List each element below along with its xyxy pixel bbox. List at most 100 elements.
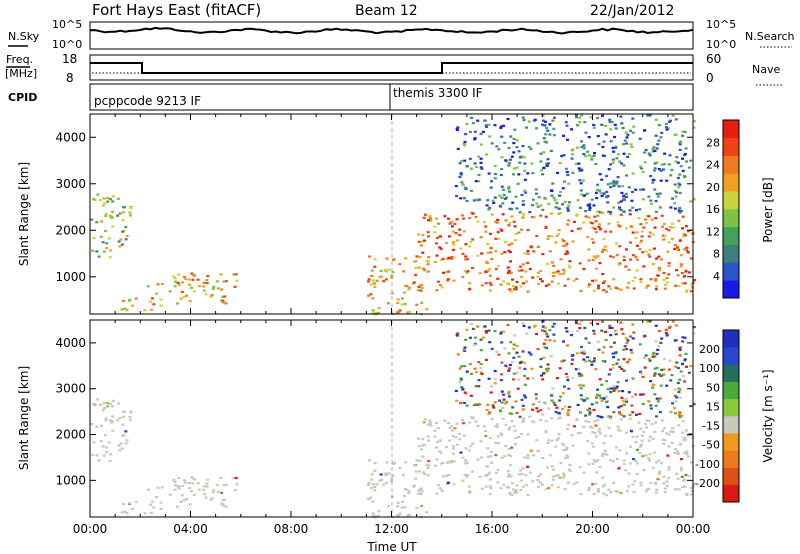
velocity-cell (623, 345, 627, 348)
power-cell (673, 207, 677, 210)
power-cell (520, 275, 524, 279)
velocity-cell (631, 435, 635, 438)
power-cell (474, 198, 478, 201)
power-cell (367, 278, 371, 281)
velocity-cell (206, 478, 210, 481)
velocity-colorbar-swatch (723, 347, 739, 365)
power-cell (483, 119, 487, 122)
power-cell (653, 167, 657, 170)
velocity-cell (470, 322, 474, 325)
velocity-cell (555, 439, 559, 442)
velocity-cell (594, 424, 598, 427)
power-cell (500, 252, 504, 255)
power-cell (662, 163, 666, 166)
power-cell (534, 188, 538, 191)
velocity-cell (487, 412, 491, 416)
velocity-cell (451, 452, 455, 455)
velocity-cell (129, 418, 132, 421)
velocity-cell (224, 505, 228, 508)
velocity-cell (484, 434, 488, 437)
velocity-cell (146, 488, 150, 491)
power-cell (669, 174, 673, 177)
power-cell (680, 272, 684, 275)
power-cell (522, 119, 526, 122)
power-cell (524, 280, 528, 283)
velocity-cell (657, 470, 661, 473)
power-cell (174, 280, 177, 283)
velocity-cell (513, 491, 517, 494)
velocity-cell (619, 492, 623, 495)
velocity-cell (653, 393, 657, 396)
velocity-cell (586, 356, 590, 359)
velocity-cell (436, 484, 440, 487)
power-cell (90, 218, 94, 221)
power-cell (622, 164, 626, 167)
velocity-cell (596, 340, 600, 343)
power-cell (674, 284, 678, 287)
power-cell (134, 297, 138, 300)
power-cell (611, 161, 615, 164)
power-cell (459, 172, 463, 175)
velocity-cell (619, 413, 623, 416)
power-cell (554, 241, 558, 244)
power-cell (91, 249, 95, 252)
velocity-cell (461, 418, 464, 421)
velocity-cell (536, 475, 540, 478)
velocity-xtick-label: 16:00 (475, 522, 510, 536)
velocity-colorbar-swatch (723, 364, 739, 382)
velocity-cell (433, 429, 437, 433)
velocity-cell (576, 432, 580, 435)
velocity-cell (654, 340, 658, 343)
velocity-cell (453, 427, 457, 430)
power-colorbar-swatch (723, 262, 739, 281)
velocity-cell (120, 447, 124, 450)
velocity-cell (666, 454, 670, 457)
velocity-cell (632, 331, 636, 334)
power-cell (647, 195, 651, 198)
freq-label: Freq. (6, 53, 33, 66)
power-cell (634, 209, 638, 212)
velocity-cell (111, 429, 115, 432)
velocity-cell (471, 417, 475, 420)
power-cell (390, 292, 394, 295)
velocity-cell (490, 347, 494, 350)
velocity-cell (422, 471, 425, 474)
power-cell (663, 284, 667, 287)
power-cell (654, 217, 658, 220)
power-cell (634, 236, 638, 239)
power-cell (220, 288, 224, 291)
power-cell (618, 262, 622, 265)
power-cell (479, 236, 483, 239)
velocity-cell (463, 365, 467, 368)
velocity-cell (417, 470, 421, 473)
power-cell (445, 271, 448, 274)
velocity-cell (678, 348, 682, 352)
power-cell (598, 228, 602, 231)
velocity-cell (692, 482, 696, 485)
velocity-cell (202, 488, 206, 491)
power-cell (420, 287, 424, 290)
velocity-cell (465, 328, 469, 331)
power-cell (554, 206, 558, 209)
power-cell (605, 196, 608, 199)
power-cell (562, 154, 566, 157)
velocity-cell (611, 366, 615, 370)
power-cell (522, 156, 526, 159)
power-cell (466, 270, 470, 273)
velocity-cell (684, 429, 688, 432)
power-colorbar-swatch (723, 191, 739, 210)
power-cell (686, 251, 690, 254)
power-cell (459, 197, 463, 200)
power-cell (506, 266, 510, 269)
power-cell (122, 206, 125, 209)
power-cell (476, 220, 480, 223)
power-cell (678, 206, 682, 209)
power-cell (460, 181, 464, 184)
velocity-cell (489, 451, 493, 454)
velocity-cell (469, 336, 472, 339)
power-cell (631, 279, 635, 283)
velocity-cell (633, 480, 637, 483)
power-cell (626, 155, 630, 158)
velocity-cell (540, 483, 544, 486)
velocity-cell (624, 397, 628, 400)
